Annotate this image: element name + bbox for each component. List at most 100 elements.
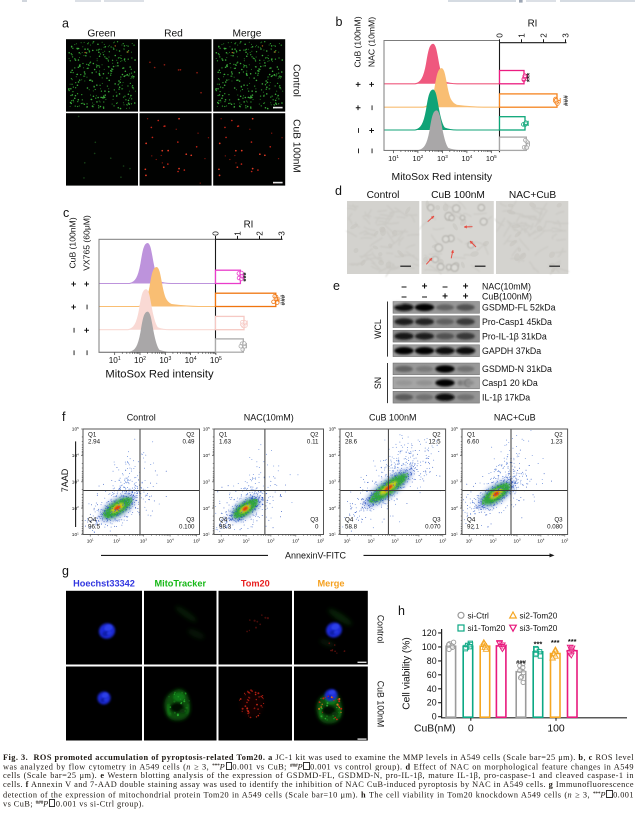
svg-text:–: – bbox=[82, 304, 93, 309]
svg-text:Q1: Q1 bbox=[219, 432, 228, 439]
svg-text:104: 104 bbox=[537, 537, 544, 544]
svg-text:***: *** bbox=[526, 72, 535, 82]
svg-text:102: 102 bbox=[413, 154, 424, 163]
svg-text:Q1: Q1 bbox=[345, 432, 354, 439]
svg-text:Casp1 20 kDa: Casp1 20 kDa bbox=[482, 378, 538, 388]
svg-text:102: 102 bbox=[203, 505, 210, 512]
svg-text:104: 104 bbox=[292, 537, 299, 544]
svg-text:1.63: 1.63 bbox=[219, 439, 232, 446]
svg-text:GAPDH 37kDa: GAPDH 37kDa bbox=[482, 346, 541, 356]
svg-text:###: ### bbox=[280, 294, 287, 305]
svg-text:104: 104 bbox=[167, 537, 174, 544]
svg-text:NAC(10mM): NAC(10mM) bbox=[244, 413, 294, 423]
svg-text:NAC+CuB: NAC+CuB bbox=[509, 190, 556, 201]
svg-text:101: 101 bbox=[203, 531, 210, 538]
svg-text:Pro-Casp1 45kDa: Pro-Casp1 45kDa bbox=[482, 317, 552, 327]
svg-text:105: 105 bbox=[486, 154, 497, 163]
svg-text:si-Ctrl: si-Ctrl bbox=[468, 611, 490, 620]
svg-text:Q2: Q2 bbox=[186, 432, 195, 439]
svg-text:100: 100 bbox=[547, 724, 565, 735]
svg-text:Q1: Q1 bbox=[467, 432, 476, 439]
svg-text:###: ### bbox=[563, 95, 570, 106]
svg-text:Q3: Q3 bbox=[310, 517, 319, 524]
svg-text:CuB(nM): CuB(nM) bbox=[414, 724, 456, 735]
svg-text:101: 101 bbox=[329, 531, 336, 538]
svg-text:103: 103 bbox=[514, 537, 521, 544]
svg-text:GSDMD-N 31kDa: GSDMD-N 31kDa bbox=[482, 364, 552, 374]
svg-text:102: 102 bbox=[368, 537, 375, 544]
svg-text:Q1: Q1 bbox=[88, 432, 97, 439]
svg-text:100: 100 bbox=[422, 642, 437, 652]
svg-text:si1-Tom20: si1-Tom20 bbox=[468, 624, 506, 633]
svg-text:d: d bbox=[335, 184, 342, 198]
svg-text:–: – bbox=[82, 350, 93, 355]
svg-text:102: 102 bbox=[113, 537, 120, 544]
svg-text:104: 104 bbox=[415, 537, 422, 544]
svg-text:CuB(100nM): CuB(100nM) bbox=[482, 292, 532, 302]
svg-text:f: f bbox=[62, 410, 66, 424]
svg-text:105: 105 bbox=[210, 356, 222, 365]
svg-text:+: + bbox=[353, 104, 364, 110]
svg-text:104: 104 bbox=[462, 154, 473, 163]
svg-text:WCL: WCL bbox=[373, 319, 383, 339]
svg-text:101: 101 bbox=[388, 154, 399, 163]
svg-text:60: 60 bbox=[427, 670, 437, 680]
svg-text:Tom20: Tom20 bbox=[241, 579, 270, 589]
svg-text:104: 104 bbox=[451, 452, 458, 459]
svg-text:20: 20 bbox=[427, 698, 437, 708]
svg-text:MitoSox Red intensity: MitoSox Red intensity bbox=[392, 172, 493, 183]
svg-text:si2-Tom20: si2-Tom20 bbox=[520, 611, 558, 620]
svg-text:1.23: 1.23 bbox=[551, 439, 564, 446]
svg-text:CuB 100nM: CuB 100nM bbox=[376, 681, 386, 727]
svg-text:CuB 100nM: CuB 100nM bbox=[369, 413, 417, 423]
svg-text:–: – bbox=[442, 282, 448, 293]
svg-text:Control: Control bbox=[367, 190, 400, 201]
svg-text:104: 104 bbox=[203, 452, 210, 459]
svg-text:Pro-IL-1β 31kDa: Pro-IL-1β 31kDa bbox=[482, 331, 547, 341]
svg-text:105: 105 bbox=[72, 426, 79, 433]
svg-text:Control: Control bbox=[376, 615, 386, 643]
svg-text:+: + bbox=[353, 81, 364, 87]
svg-text:+: + bbox=[69, 281, 80, 287]
svg-text:40: 40 bbox=[427, 684, 437, 694]
svg-text:CuB (100nM): CuB (100nM) bbox=[353, 16, 363, 67]
svg-text:101: 101 bbox=[344, 537, 351, 544]
svg-text:103: 103 bbox=[392, 537, 399, 544]
svg-text:101: 101 bbox=[466, 537, 473, 544]
svg-text:104: 104 bbox=[329, 452, 336, 459]
svg-text:0: 0 bbox=[495, 33, 504, 38]
svg-text:CuB 100nM: CuB 100nM bbox=[431, 190, 485, 201]
svg-text:Q3: Q3 bbox=[186, 517, 195, 524]
svg-text:Hoechst33342: Hoechst33342 bbox=[73, 579, 135, 589]
svg-text:0.100: 0.100 bbox=[179, 524, 195, 531]
svg-text:g: g bbox=[62, 564, 69, 578]
svg-text:RI: RI bbox=[528, 19, 538, 30]
svg-text:92.1: 92.1 bbox=[467, 524, 480, 531]
svg-text:6.60: 6.60 bbox=[467, 439, 480, 446]
svg-text:102: 102 bbox=[451, 505, 458, 512]
svg-text:98.3: 98.3 bbox=[219, 524, 232, 531]
svg-text:Green: Green bbox=[87, 29, 115, 40]
svg-text:1: 1 bbox=[517, 33, 526, 38]
svg-text:105: 105 bbox=[193, 537, 200, 544]
svg-text:–: – bbox=[353, 148, 364, 153]
svg-text:CuB 100nM: CuB 100nM bbox=[291, 119, 302, 173]
svg-text:101: 101 bbox=[72, 531, 79, 538]
svg-text:NAC(10mM): NAC(10mM) bbox=[482, 282, 531, 292]
svg-text:CuB (100nM): CuB (100nM) bbox=[68, 217, 78, 268]
svg-text:***: *** bbox=[551, 638, 560, 647]
svg-text:###: ### bbox=[516, 660, 526, 666]
svg-text:MitoSox Red intensity: MitoSox Red intensity bbox=[105, 369, 214, 381]
svg-text:NAC (10mM): NAC (10mM) bbox=[367, 17, 377, 67]
svg-text:–: – bbox=[422, 292, 428, 303]
svg-text:103: 103 bbox=[159, 356, 171, 365]
svg-text:96.5: 96.5 bbox=[88, 524, 101, 531]
svg-text:si3-Tom20: si3-Tom20 bbox=[520, 624, 558, 633]
svg-text:0.070: 0.070 bbox=[425, 524, 441, 531]
svg-text:103: 103 bbox=[140, 537, 147, 544]
svg-text:+: + bbox=[82, 281, 93, 287]
svg-text:–: – bbox=[401, 292, 407, 303]
svg-text:12.5: 12.5 bbox=[429, 439, 442, 446]
svg-text:SN: SN bbox=[373, 377, 383, 389]
svg-text:103: 103 bbox=[451, 479, 458, 486]
